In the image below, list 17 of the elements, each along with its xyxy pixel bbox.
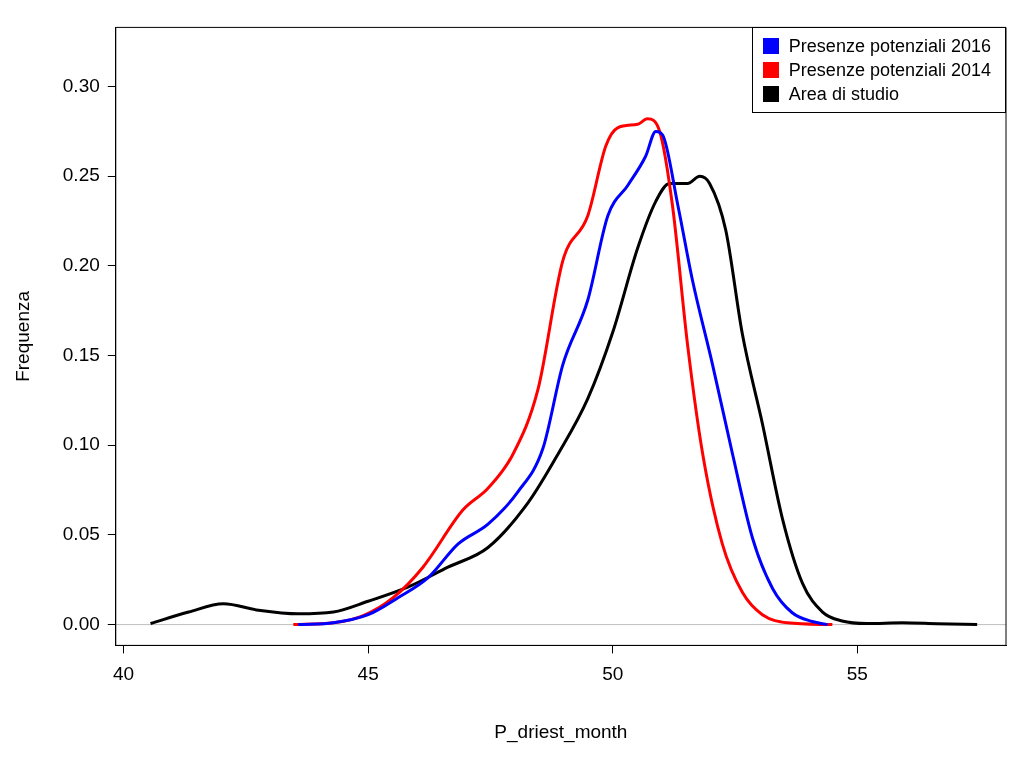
line-series <box>149 174 979 627</box>
x-tick-label: 55 <box>846 663 868 685</box>
x-axis-title: P_driest_month <box>494 720 628 743</box>
y-axis-title: Frequenza <box>11 290 33 382</box>
y-tick-label: 0.10 <box>62 433 100 455</box>
y-tick-label: 0.05 <box>62 523 100 545</box>
legend-label: Presenze potenziali 2016 <box>788 35 991 59</box>
y-tick-label: 0.15 <box>62 343 100 365</box>
y-tick-label: 0.25 <box>62 164 100 186</box>
y-tick-label: 0.20 <box>62 254 100 276</box>
x-tick-label: 45 <box>357 663 379 685</box>
legend-label: Presenze potenziali 2014 <box>788 59 991 83</box>
x-tick-label: 50 <box>602 663 624 685</box>
y-tick-label: 0.30 <box>62 74 100 96</box>
legend-label: Area di studio <box>788 83 899 107</box>
y-tick-label: 0.00 <box>62 612 100 634</box>
x-tick-label: 40 <box>113 663 135 685</box>
